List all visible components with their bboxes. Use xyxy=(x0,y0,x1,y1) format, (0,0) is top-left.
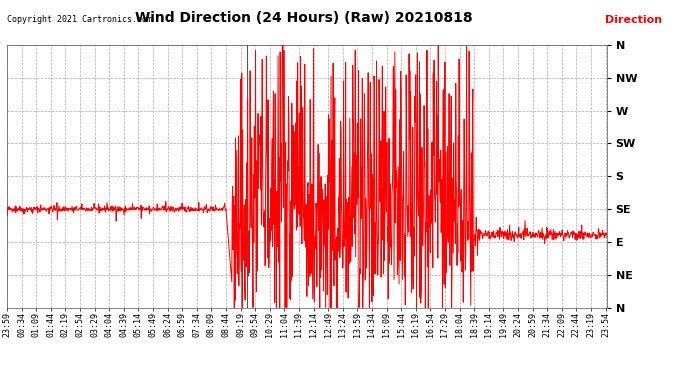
Text: Direction: Direction xyxy=(605,15,662,25)
Text: Wind Direction (24 Hours) (Raw) 20210818: Wind Direction (24 Hours) (Raw) 20210818 xyxy=(135,11,473,25)
Text: Copyright 2021 Cartronics.com: Copyright 2021 Cartronics.com xyxy=(7,15,152,24)
